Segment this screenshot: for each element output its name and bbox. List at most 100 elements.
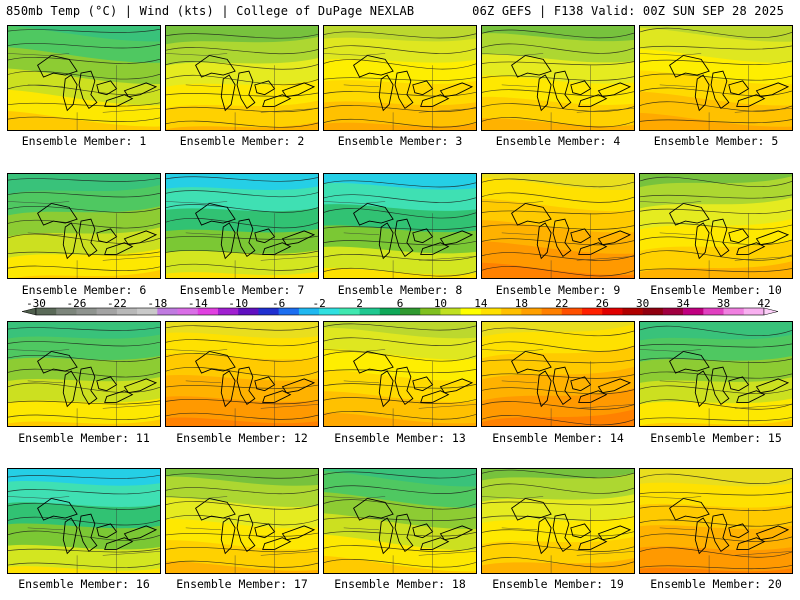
- temperature-map-graphic: [166, 322, 318, 426]
- ensemble-map-panel: [481, 25, 635, 131]
- ensemble-map-panel: [323, 468, 477, 574]
- ensemble-map-panel: [323, 25, 477, 131]
- color-scale-tick-label: 6: [396, 297, 404, 310]
- header-title: 850mb Temp (°C) | Wind (kts) | College o…: [6, 4, 415, 18]
- color-scale-swatch: [703, 308, 724, 315]
- color-scale-swatch: [440, 308, 461, 315]
- color-scale-tick-label: 34: [676, 297, 690, 310]
- color-scale-tick-label: -18: [147, 297, 168, 310]
- color-scale-swatch: [319, 308, 340, 315]
- color-scale-tick-label: 22: [555, 297, 569, 310]
- temperature-map-graphic: [324, 322, 476, 426]
- color-scale-swatch: [541, 308, 563, 315]
- ensemble-map-panel: [165, 25, 319, 131]
- color-scale-right-arrow: [763, 307, 779, 316]
- color-scale-swatch: [76, 308, 97, 315]
- color-scale-swatch: [278, 308, 300, 315]
- ensemble-member-label: Ensemble Member: 1: [21, 134, 147, 148]
- color-scale-swatch: [379, 308, 401, 315]
- ensemble-map-panel: [165, 173, 319, 279]
- color-scale-swatch: [157, 308, 178, 315]
- temperature-map-graphic: [166, 26, 318, 130]
- color-scale-swatch: [521, 308, 542, 315]
- color-scale-swatch: [662, 308, 684, 315]
- ensemble-member-label: Ensemble Member: 15: [650, 431, 782, 445]
- color-scale-swatch: [642, 308, 664, 315]
- ensemble-member-label: Ensemble Member: 12: [176, 431, 308, 445]
- color-scale-swatch: [218, 308, 239, 315]
- color-scale-swatch: [683, 308, 704, 315]
- color-scale-tick-label: 14: [474, 297, 488, 310]
- temperature-map-graphic: [482, 322, 634, 426]
- ensemble-map-panel: [7, 25, 161, 131]
- ensemble-member-label: Ensemble Member: 14: [492, 431, 624, 445]
- color-scale-tick-label: 30: [636, 297, 650, 310]
- ensemble-member-label: Ensemble Member: 4: [495, 134, 621, 148]
- ensemble-map-panel: [639, 321, 793, 427]
- temperature-map-graphic: [8, 26, 160, 130]
- ensemble-map-panel: [639, 468, 793, 574]
- ensemble-member-label: Ensemble Member: 6: [21, 283, 147, 297]
- ensemble-map-panel: [639, 25, 793, 131]
- ensemble-member-label: Ensemble Member: 3: [337, 134, 463, 148]
- color-scale-swatch: [197, 308, 219, 315]
- ensemble-map-panel: [481, 468, 635, 574]
- temperature-map-graphic: [482, 26, 634, 130]
- color-scale-swatch: [561, 308, 583, 315]
- color-scale-tick-label: 26: [595, 297, 609, 310]
- color-scale-swatch: [177, 308, 199, 315]
- color-scale-tick-label: 38: [716, 297, 731, 310]
- color-scale-bar: [0, 296, 800, 322]
- color-scale-swatch: [602, 308, 623, 315]
- color-scale-tick-label: 2: [356, 297, 363, 310]
- ensemble-map-panel: [323, 321, 477, 427]
- color-scale-swatch: [359, 308, 381, 315]
- color-scale-swatch: [743, 308, 765, 315]
- temperature-map-graphic: [166, 174, 318, 278]
- color-scale-swatch: [420, 308, 441, 315]
- ensemble-member-label: Ensemble Member: 9: [495, 283, 621, 297]
- ensemble-member-label: Ensemble Member: 11: [18, 431, 150, 445]
- color-scale-swatch: [400, 308, 421, 315]
- ensemble-member-label: Ensemble Member: 5: [653, 134, 779, 148]
- temperature-map-graphic: [166, 469, 318, 573]
- color-scale-swatch: [339, 308, 360, 315]
- color-scale-tick-label: 10: [433, 297, 448, 310]
- color-scale-swatch: [460, 308, 482, 315]
- ensemble-member-label: Ensemble Member: 17: [176, 577, 308, 591]
- color-scale-swatch: [116, 308, 138, 315]
- ensemble-map-panel: [7, 468, 161, 574]
- color-scale-tick-label: -22: [106, 297, 127, 310]
- color-scale-swatch: [298, 308, 320, 315]
- ensemble-map-panel: [165, 321, 319, 427]
- ensemble-member-label: Ensemble Member: 10: [650, 283, 782, 297]
- color-scale-tick-label: -10: [228, 297, 249, 310]
- ensemble-map-panel: [481, 321, 635, 427]
- ensemble-member-label: Ensemble Member: 8: [337, 283, 463, 297]
- ensemble-map-panel: [7, 173, 161, 279]
- ensemble-member-label: Ensemble Member: 19: [492, 577, 624, 591]
- color-scale-tick-label: -6: [272, 297, 286, 310]
- temperature-map-graphic: [324, 469, 476, 573]
- color-scale-swatch: [480, 308, 502, 315]
- ensemble-map-panel: [639, 173, 793, 279]
- temperature-map-graphic: [8, 469, 160, 573]
- ensemble-member-label: Ensemble Member: 7: [179, 283, 305, 297]
- color-scale-swatch: [96, 308, 118, 315]
- temperature-map-graphic: [8, 174, 160, 278]
- color-scale-swatch: [238, 308, 259, 315]
- ensemble-member-label: Ensemble Member: 13: [334, 431, 466, 445]
- temperature-map-graphic: [324, 26, 476, 130]
- color-scale-swatch: [501, 308, 522, 315]
- ensemble-map-panel: [165, 468, 319, 574]
- ensemble-map-panel: [323, 173, 477, 279]
- color-scale-swatch: [36, 308, 57, 315]
- temperature-map-graphic: [324, 174, 476, 278]
- temperature-map-graphic: [640, 469, 792, 573]
- color-scale-tick-label: -14: [187, 297, 208, 310]
- color-scale-swatch: [582, 308, 603, 315]
- color-scale-swatch: [258, 308, 279, 315]
- color-scale-tick-label: -2: [312, 297, 326, 310]
- header-run-info: 06Z GEFS | F138 Valid: 00Z SUN SEP 28 20…: [472, 4, 784, 18]
- color-scale-tick-label: -26: [66, 297, 87, 310]
